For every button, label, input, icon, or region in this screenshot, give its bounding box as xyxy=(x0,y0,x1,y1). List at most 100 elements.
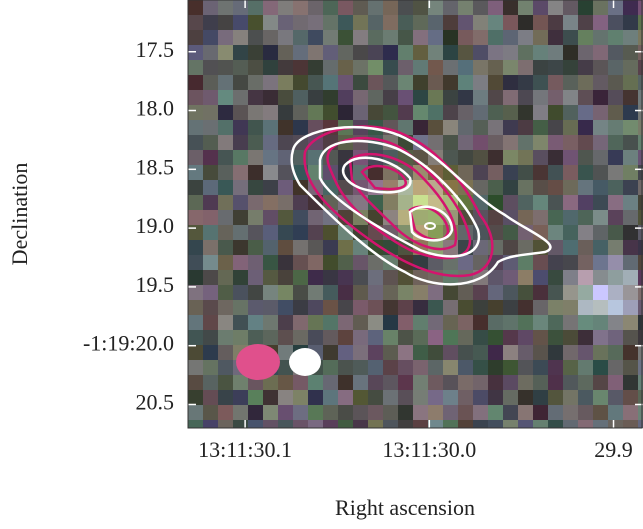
sky-pixel xyxy=(578,420,593,428)
sky-pixel xyxy=(293,315,308,330)
sky-pixel xyxy=(383,420,398,428)
sky-pixel xyxy=(623,165,638,180)
sky-pixel xyxy=(188,120,203,135)
sky-pixel xyxy=(323,300,338,315)
sky-pixel xyxy=(278,30,293,45)
sky-pixel xyxy=(278,135,293,150)
sky-pixel xyxy=(338,30,353,45)
sky-pixel xyxy=(458,360,473,375)
contour xyxy=(341,156,412,194)
y-axis-label: Declination xyxy=(7,163,32,266)
sky-pixel xyxy=(458,255,473,270)
sky-pixel xyxy=(413,90,428,105)
sky-pixel xyxy=(398,105,413,120)
sky-pixel xyxy=(203,420,218,428)
sky-pixel xyxy=(488,135,503,150)
sky-pixel xyxy=(563,0,578,15)
sky-pixel xyxy=(263,390,278,405)
sky-pixel xyxy=(428,45,443,60)
sky-pixel xyxy=(563,30,578,45)
sky-pixel xyxy=(368,360,383,375)
sky-pixel xyxy=(608,345,623,360)
sky-pixel xyxy=(428,330,443,345)
sky-pixel xyxy=(563,270,578,285)
sky-pixel xyxy=(368,90,383,105)
sky-pixel xyxy=(233,180,248,195)
sky-pixel xyxy=(623,255,638,270)
sky-pixel xyxy=(428,90,443,105)
sky-pixel xyxy=(473,105,488,120)
sky-pixel xyxy=(233,195,248,210)
sky-pixel xyxy=(593,345,608,360)
sky-pixel xyxy=(383,90,398,105)
sky-pixel xyxy=(533,30,548,45)
sky-pixel xyxy=(398,225,413,240)
sky-pixel xyxy=(293,105,308,120)
sky-pixel xyxy=(473,405,488,420)
sky-pixel xyxy=(278,60,293,75)
sky-pixel xyxy=(308,240,323,255)
sky-pixel xyxy=(353,390,368,405)
sky-pixel xyxy=(278,90,293,105)
x-tick-label: 29.9 xyxy=(594,437,633,462)
sky-pixel xyxy=(413,0,428,15)
sky-pixel xyxy=(638,300,643,315)
sky-pixel xyxy=(488,75,503,90)
sky-pixel xyxy=(293,420,308,428)
sky-pixel xyxy=(368,300,383,315)
sky-pixel xyxy=(293,210,308,225)
sky-pixel xyxy=(593,375,608,390)
sky-pixel xyxy=(218,390,233,405)
sky-pixel xyxy=(308,330,323,345)
sky-pixel xyxy=(533,0,548,15)
sky-pixel xyxy=(353,105,368,120)
sky-pixel xyxy=(398,0,413,15)
sky-pixel xyxy=(233,75,248,90)
sky-pixel xyxy=(203,0,218,15)
sky-pixel xyxy=(248,390,263,405)
sky-pixel xyxy=(353,60,368,75)
sky-pixel xyxy=(488,60,503,75)
sky-pixel xyxy=(638,135,643,150)
sky-pixel xyxy=(503,420,518,428)
sky-pixel xyxy=(188,90,203,105)
sky-pixel xyxy=(458,150,473,165)
sky-pixel xyxy=(518,150,533,165)
sky-pixel xyxy=(233,60,248,75)
sky-pixel xyxy=(638,330,643,345)
sky-pixel xyxy=(428,375,443,390)
sky-pixel xyxy=(278,210,293,225)
sky-pixel xyxy=(338,60,353,75)
sky-pixel xyxy=(473,0,488,15)
sky-pixel xyxy=(323,105,338,120)
sky-pixel xyxy=(623,15,638,30)
sky-pixel xyxy=(323,150,338,165)
sky-pixel xyxy=(338,240,353,255)
sky-pixel xyxy=(488,330,503,345)
sky-pixel xyxy=(458,135,473,150)
sky-pixel xyxy=(488,300,503,315)
sky-pixel xyxy=(578,150,593,165)
sky-pixel xyxy=(458,315,473,330)
sky-pixel xyxy=(398,15,413,30)
sky-pixel xyxy=(533,255,548,270)
sky-pixel xyxy=(428,300,443,315)
sky-pixel xyxy=(548,45,563,60)
sky-pixel xyxy=(578,225,593,240)
sky-pixel xyxy=(473,75,488,90)
sky-pixel xyxy=(338,105,353,120)
sky-pixel xyxy=(563,75,578,90)
sky-pixel xyxy=(638,105,643,120)
sky-pixel xyxy=(488,390,503,405)
sky-pixel xyxy=(188,30,203,45)
sky-pixel xyxy=(293,270,308,285)
contour xyxy=(360,164,408,191)
sky-pixel xyxy=(368,195,383,210)
sky-pixel xyxy=(593,225,608,240)
sky-pixel xyxy=(428,60,443,75)
sky-pixel xyxy=(188,45,203,60)
sky-pixel xyxy=(488,285,503,300)
sky-pixel xyxy=(608,75,623,90)
sky-pixel xyxy=(263,120,278,135)
sky-pixel xyxy=(398,135,413,150)
